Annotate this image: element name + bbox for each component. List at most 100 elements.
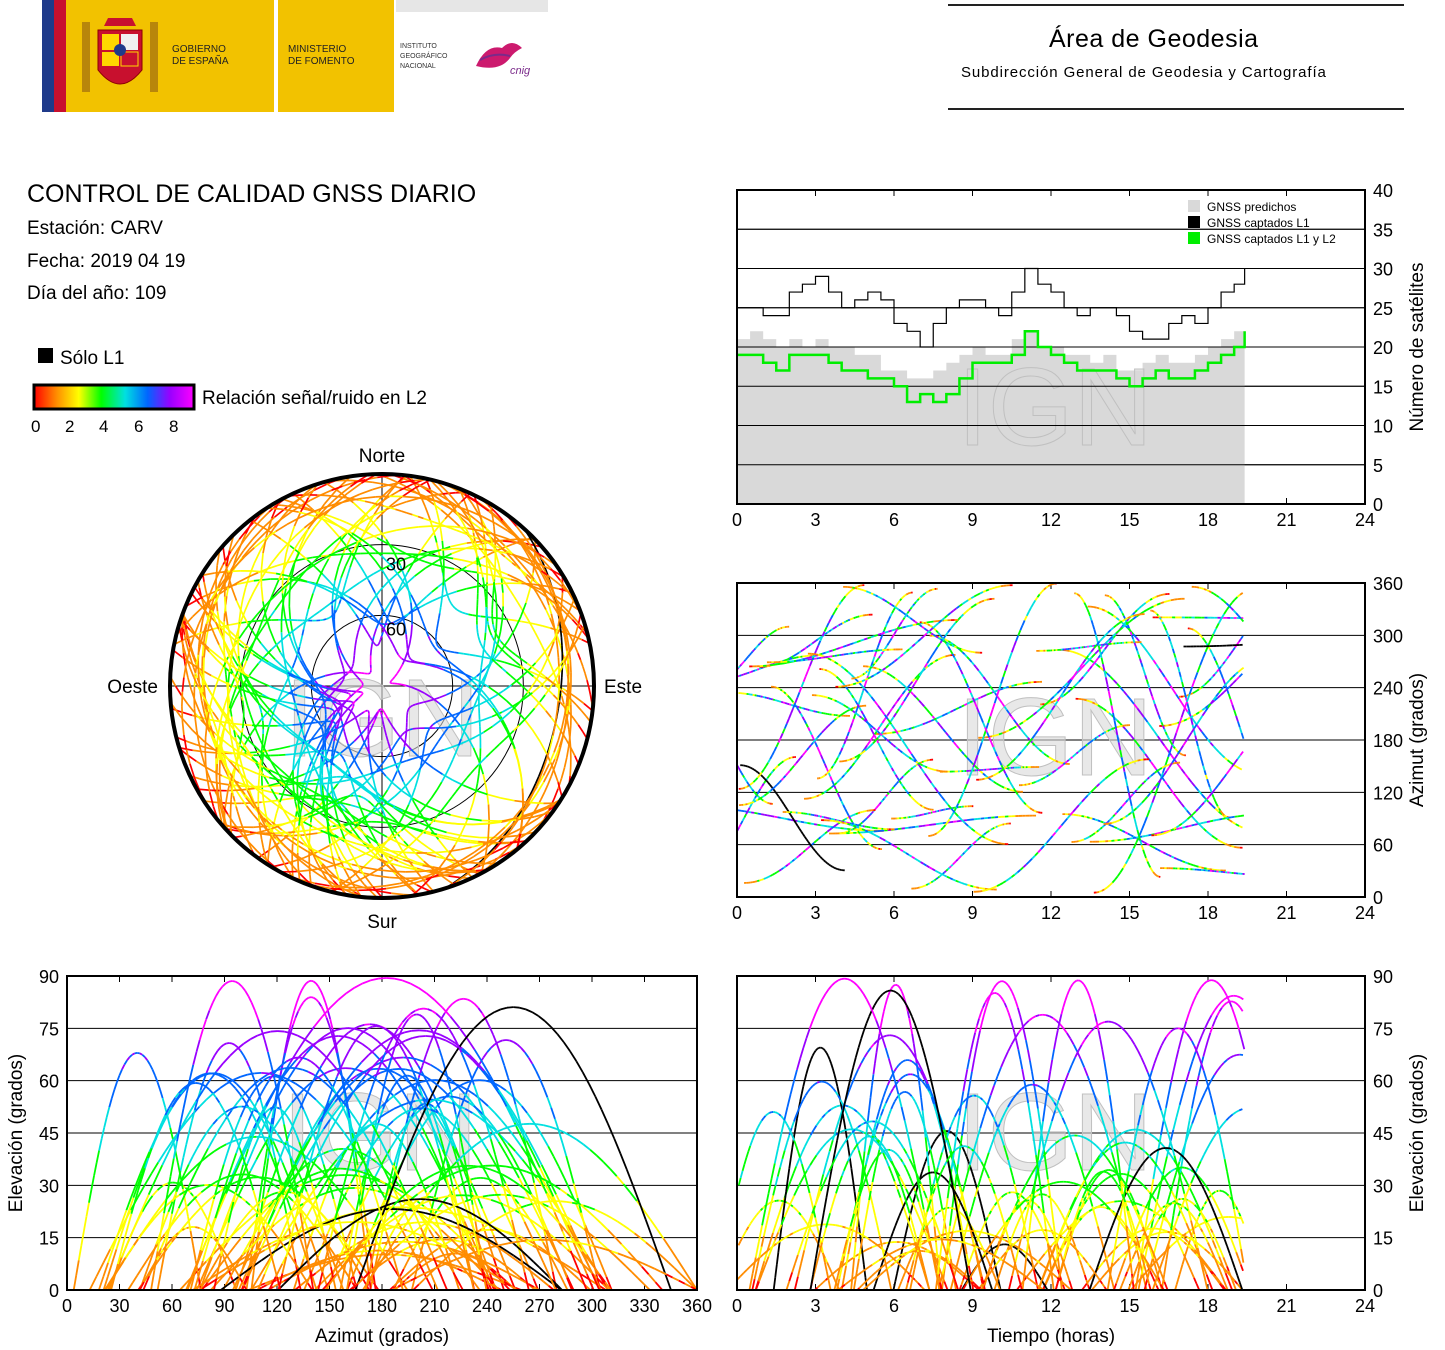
- track-segment: [812, 1224, 817, 1227]
- track-segment: [1124, 831, 1129, 835]
- track-segment: [1109, 881, 1114, 886]
- track-segment: [878, 722, 884, 728]
- satellite-track: [976, 613, 1145, 781]
- track-segment: [1185, 736, 1190, 742]
- track-segment: [903, 614, 907, 619]
- track-segment: [955, 707, 960, 711]
- track-segment: [964, 883, 968, 886]
- track-segment: [1152, 1163, 1157, 1180]
- track-segment: [953, 860, 957, 864]
- track-segment: [743, 1229, 748, 1235]
- track-segment: [1130, 793, 1134, 797]
- track-segment: [1086, 816, 1090, 819]
- satellite-track: [1040, 593, 1170, 706]
- track-segment: [788, 756, 791, 760]
- track-segment: [1185, 1259, 1190, 1267]
- track-segment: [1188, 1061, 1194, 1072]
- track-segment: [1124, 1237, 1128, 1241]
- track-segment: [1038, 1207, 1042, 1211]
- track-segment: [1235, 1206, 1239, 1211]
- track-segment: [1222, 841, 1227, 845]
- track-segment: [911, 678, 916, 683]
- track-segment: [1146, 809, 1151, 818]
- track-segment: [1215, 622, 1220, 629]
- track-segment: [1121, 618, 1126, 622]
- track-segment: [1034, 596, 1039, 601]
- track-segment: [1027, 805, 1031, 809]
- track-segment: [1203, 770, 1207, 776]
- track-segment: [844, 668, 849, 673]
- track-segment: [777, 816, 782, 819]
- track-segment: [995, 825, 998, 828]
- track-segment: [978, 836, 982, 839]
- track-segment: [916, 675, 921, 681]
- track-segment: [803, 821, 808, 824]
- track-segment: [1223, 990, 1228, 996]
- track-segment: [988, 1210, 992, 1215]
- track-segment: [780, 700, 784, 704]
- track-segment: [1196, 719, 1201, 725]
- track-segment: [864, 677, 869, 681]
- x-tick-label: 9: [967, 1296, 977, 1316]
- track-segment: [1076, 593, 1080, 596]
- track-segment: [775, 1214, 780, 1225]
- track-segment: [820, 824, 825, 827]
- track-segment: [1128, 761, 1133, 765]
- track-segment: [754, 777, 759, 781]
- track-segment: [1090, 833, 1094, 837]
- track-segment: [1211, 804, 1216, 810]
- track-segment: [867, 830, 872, 834]
- track-segment: [1077, 667, 1083, 673]
- track-segment: [923, 627, 928, 631]
- track-segment: [746, 1265, 751, 1271]
- track-segment: [870, 832, 875, 836]
- track-segment: [779, 798, 783, 803]
- track-segment: [1113, 624, 1118, 629]
- track-segment: [747, 654, 751, 657]
- track-segment: [1191, 628, 1194, 631]
- track-segment: [836, 1104, 840, 1108]
- track-segment: [750, 811, 755, 814]
- track-segment: [770, 770, 774, 774]
- track-segment: [923, 662, 929, 668]
- track-segment: [993, 984, 997, 989]
- track-segment: [813, 1050, 817, 1054]
- track-segment: [1225, 1192, 1228, 1195]
- track-segment: [1165, 852, 1170, 856]
- track-segment: [849, 757, 853, 761]
- track-segment: [929, 624, 933, 628]
- track-segment: [812, 1154, 818, 1161]
- track-segment: [765, 762, 769, 767]
- track-segment: [1200, 825, 1205, 830]
- track-segment: [1055, 1264, 1059, 1270]
- track-segment: [1108, 822, 1112, 825]
- track-segment: [995, 689, 1000, 697]
- track-segment: [1044, 1217, 1048, 1221]
- track-segment: [1212, 673, 1216, 677]
- track-segment: [745, 1226, 750, 1231]
- track-segment: [859, 1113, 864, 1119]
- track-segment: [985, 1225, 989, 1234]
- track-segment: [929, 767, 933, 770]
- track-segment: [1125, 778, 1129, 787]
- track-segment: [1136, 650, 1140, 655]
- track-segment: [1177, 799, 1183, 805]
- track-segment: [949, 877, 954, 881]
- track-segment: [1193, 1085, 1198, 1098]
- track-segment: [884, 599, 888, 603]
- track-segment: [737, 665, 741, 669]
- track-segment: [777, 795, 782, 800]
- track-segment: [1223, 600, 1227, 604]
- track-segment: [963, 702, 968, 706]
- snr-colorbar-fill: [32, 383, 196, 411]
- track-segment: [1001, 702, 1006, 708]
- track-segment: [1220, 777, 1225, 783]
- track-segment: [859, 833, 863, 837]
- track-segment: [1063, 817, 1068, 823]
- date-label: Fecha: 2019 04 19: [27, 251, 186, 272]
- track-segment: [1208, 677, 1212, 682]
- track-segment: [1002, 880, 1007, 884]
- track-segment: [814, 742, 819, 748]
- track-segment: [781, 689, 785, 693]
- track-segment: [843, 620, 847, 624]
